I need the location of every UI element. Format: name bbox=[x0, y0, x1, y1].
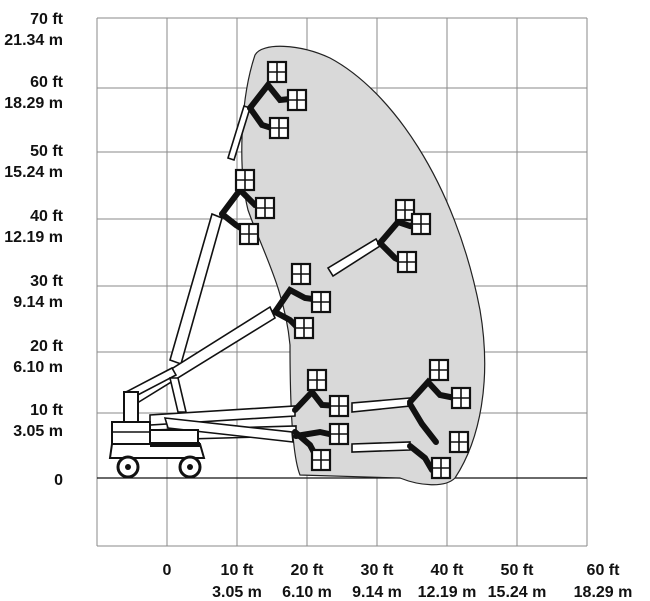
x-tick-ft: 40 ft bbox=[431, 562, 465, 579]
y-tick-m: 6.10 m bbox=[13, 359, 63, 376]
x-tick-m: 6.10 m bbox=[282, 584, 332, 601]
y-tick-ft: 0 bbox=[54, 472, 63, 489]
y-axis-labels: 70 ft 21.34 m 60 ft 18.29 m 50 ft 15.24 … bbox=[4, 11, 63, 489]
x-tick-ft: 60 ft bbox=[587, 562, 621, 579]
x-tick-m: 12.19 m bbox=[418, 584, 477, 601]
x-tick-m: 9.14 m bbox=[352, 584, 402, 601]
y-tick-m: 21.34 m bbox=[4, 32, 63, 49]
x-axis-labels: 0 10 ft 3.05 m 20 ft 6.10 m 30 ft 9.14 m… bbox=[163, 562, 633, 601]
y-tick-m: 15.24 m bbox=[4, 164, 63, 181]
y-tick-ft: 60 ft bbox=[30, 74, 64, 91]
x-tick-ft: 10 ft bbox=[221, 562, 255, 579]
x-tick-m: 15.24 m bbox=[488, 584, 547, 601]
x-tick-m: 3.05 m bbox=[212, 584, 262, 601]
y-tick-ft: 50 ft bbox=[30, 143, 64, 160]
y-tick-ft: 10 ft bbox=[30, 402, 64, 419]
x-tick-ft: 20 ft bbox=[291, 562, 325, 579]
x-tick-ft: 0 bbox=[163, 562, 172, 579]
x-tick-ft: 50 ft bbox=[501, 562, 535, 579]
y-tick-ft: 30 ft bbox=[30, 273, 64, 290]
y-tick-m: 9.14 m bbox=[13, 294, 63, 311]
lift-base-machine bbox=[108, 391, 206, 479]
y-tick-ft: 20 ft bbox=[30, 338, 64, 355]
x-tick-m: 18.29 m bbox=[574, 584, 633, 601]
y-tick-ft: 40 ft bbox=[30, 208, 64, 225]
x-tick-ft: 30 ft bbox=[361, 562, 395, 579]
working-envelope bbox=[241, 45, 486, 486]
y-tick-m: 18.29 m bbox=[4, 95, 63, 112]
y-tick-m: 3.05 m bbox=[13, 423, 63, 440]
y-tick-ft: 70 ft bbox=[30, 11, 64, 28]
y-tick-m: 12.19 m bbox=[4, 229, 63, 246]
platform-baskets bbox=[234, 60, 472, 480]
